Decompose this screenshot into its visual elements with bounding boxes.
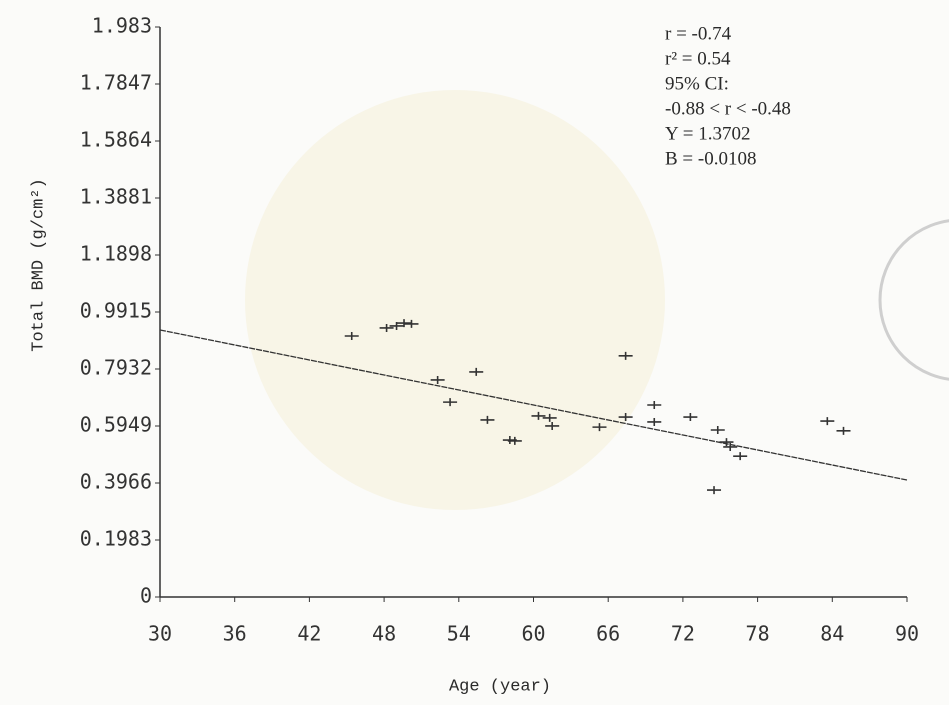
x-tick-label: 30 (148, 622, 172, 646)
y-tick-label: 0.1983 (80, 527, 152, 551)
seal (880, 220, 949, 380)
x-tick-label: 60 (521, 622, 545, 646)
point (733, 452, 747, 460)
annotation: r = -0.74 (665, 23, 732, 44)
point (711, 426, 725, 434)
y-tick-label: 1.5864 (80, 128, 152, 152)
page: {"chart_data": { "type": "scatter", "x_l… (0, 0, 949, 705)
point (647, 418, 661, 426)
annotation: -0.88 < r < -0.48 (665, 98, 791, 119)
x-tick-label: 48 (372, 622, 396, 646)
annotation: B = -0.0108 (665, 148, 756, 169)
y-tick-label: 1.7847 (80, 71, 152, 95)
y-tick-label: 0.5949 (80, 413, 152, 437)
y-tick-label: 1.3881 (80, 185, 152, 209)
annotation: 95% CI: (665, 73, 729, 94)
y-tick-label: 0 (140, 584, 152, 608)
x-tick-label: 84 (820, 622, 844, 646)
x-axis-label: Age (year) (449, 677, 551, 696)
x-tick-label: 54 (447, 622, 471, 646)
point (707, 486, 721, 494)
watermark (245, 90, 665, 510)
y-tick-label: 0.9915 (80, 299, 152, 323)
y-tick-label: 0.3966 (80, 470, 152, 494)
x-tick-label: 42 (297, 622, 321, 646)
x-tick-label: 90 (895, 622, 919, 646)
point (820, 417, 834, 425)
point (647, 401, 661, 409)
annotation: Y = 1.3702 (665, 123, 750, 144)
point (683, 413, 697, 421)
y-tick-label: 1.983 (92, 14, 152, 38)
x-tick-label: 66 (596, 622, 620, 646)
point (837, 427, 851, 435)
y-axis-label: Total BMD (g/cm²) (29, 178, 48, 351)
x-tick-label: 36 (223, 622, 247, 646)
chart: Age (year) Total BMD (g/cm²) 0 0.1983 0.39… (0, 0, 949, 705)
annotation: r² = 0.54 (665, 48, 731, 69)
y-tick-label: 1.1898 (80, 242, 152, 266)
x-tick-label: 78 (746, 622, 770, 646)
y-tick-label: 0.7932 (80, 356, 152, 380)
x-tick-label: 72 (671, 622, 695, 646)
